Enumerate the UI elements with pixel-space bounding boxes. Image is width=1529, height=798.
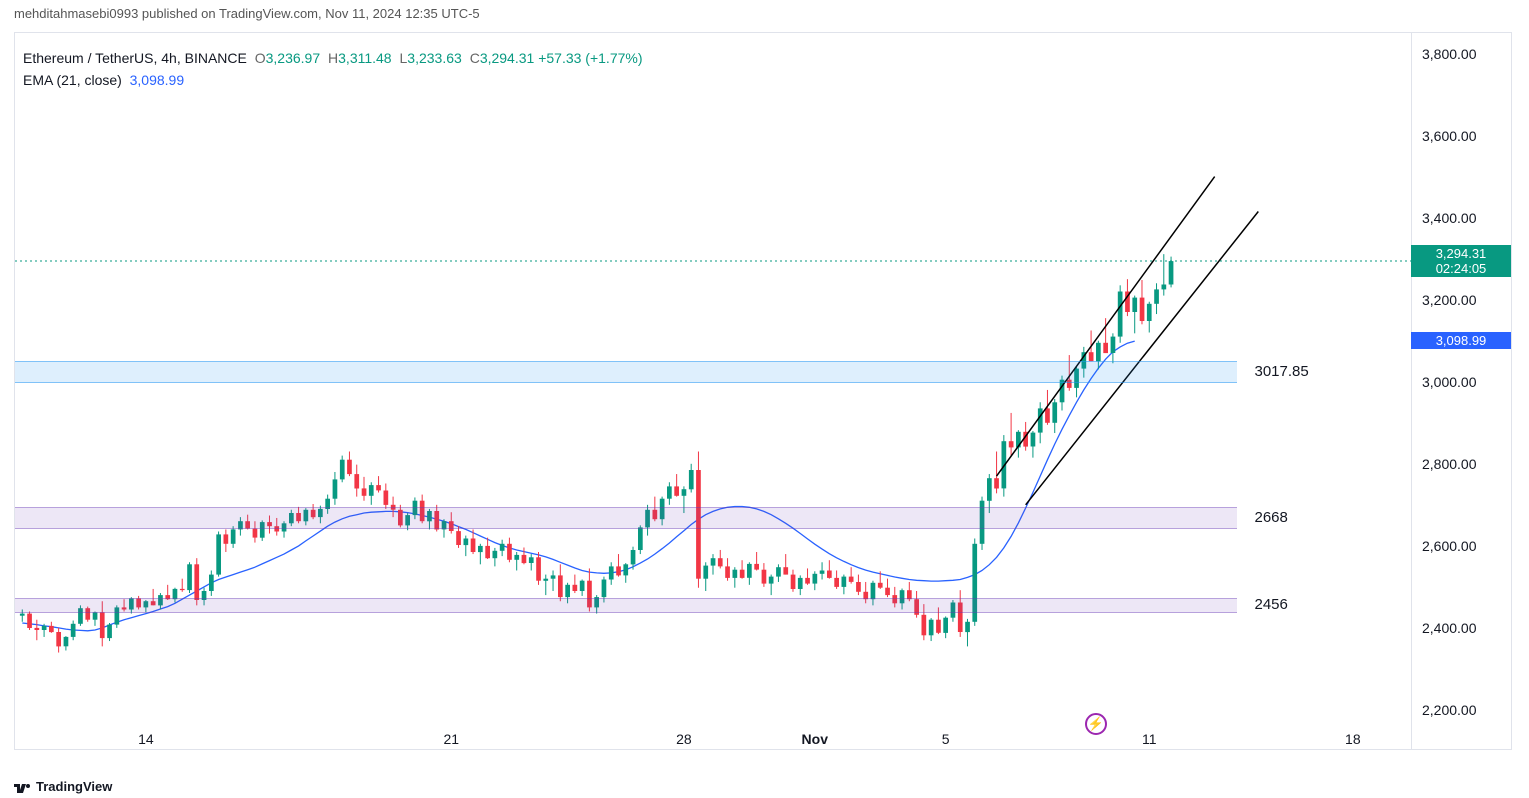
ema-name: EMA (21, close) [23, 72, 122, 88]
support-label: 2456 [1255, 596, 1288, 613]
ohlc-low: 3,233.63 [407, 50, 462, 66]
x-tick: 11 [1142, 731, 1157, 747]
y-tick: 2,800.00 [1422, 456, 1477, 472]
y-tick: 2,400.00 [1422, 620, 1477, 636]
chart-area[interactable]: Ethereum / TetherUS, 4h, BINANCE O3,236.… [14, 32, 1512, 750]
ema-price-tag: 3,098.99 [1411, 332, 1511, 349]
y-tick: 2,600.00 [1422, 538, 1477, 554]
chart-container: mehditahmasebi0993 published on TradingV… [0, 0, 1529, 798]
y-tick: 2,200.00 [1422, 702, 1477, 718]
x-tick: 18 [1345, 731, 1361, 747]
x-tick: 5 [942, 731, 950, 747]
y-tick: 3,800.00 [1422, 46, 1477, 62]
support-label: 3017.85 [1255, 363, 1309, 380]
x-tick: 14 [138, 731, 154, 747]
y-tick: 3,600.00 [1422, 128, 1477, 144]
ema-value: 3,098.99 [130, 72, 185, 88]
support-zone [15, 507, 1237, 529]
ohlc-close: 3,294.31 [480, 50, 535, 66]
ohlc-open: 3,236.97 [266, 50, 321, 66]
x-tick: Nov [802, 731, 828, 747]
symbol-name: Ethereum / TetherUS, 4h, BINANCE [23, 50, 247, 66]
plot-region[interactable]: Ethereum / TetherUS, 4h, BINANCE O3,236.… [15, 33, 1411, 749]
lightning-icon[interactable]: ⚡ [1085, 713, 1107, 735]
current-price-tag: 3,294.3102:24:05 [1411, 245, 1511, 277]
y-tick: 3,400.00 [1422, 210, 1477, 226]
tradingview-logo[interactable]: TradingView [14, 779, 112, 794]
publish-header: mehditahmasebi0993 published on TradingV… [0, 0, 1529, 23]
support-zone [15, 598, 1237, 614]
x-tick: 21 [443, 731, 459, 747]
y-axis[interactable]: 2,200.00 2,400.00 2,600.00 2,800.00 3,000.00… [1411, 33, 1511, 749]
ohlc-high: 3,311.48 [338, 50, 391, 66]
y-tick: 3,000.00 [1422, 374, 1477, 390]
y-tick: 3,200.00 [1422, 292, 1477, 308]
ohlc-change: +57.33 (+1.77%) [538, 50, 642, 66]
x-tick: 28 [676, 731, 692, 747]
support-label: 2668 [1255, 509, 1288, 526]
support-zone [15, 361, 1237, 383]
chart-legend: Ethereum / TetherUS, 4h, BINANCE O3,236.… [23, 47, 643, 92]
